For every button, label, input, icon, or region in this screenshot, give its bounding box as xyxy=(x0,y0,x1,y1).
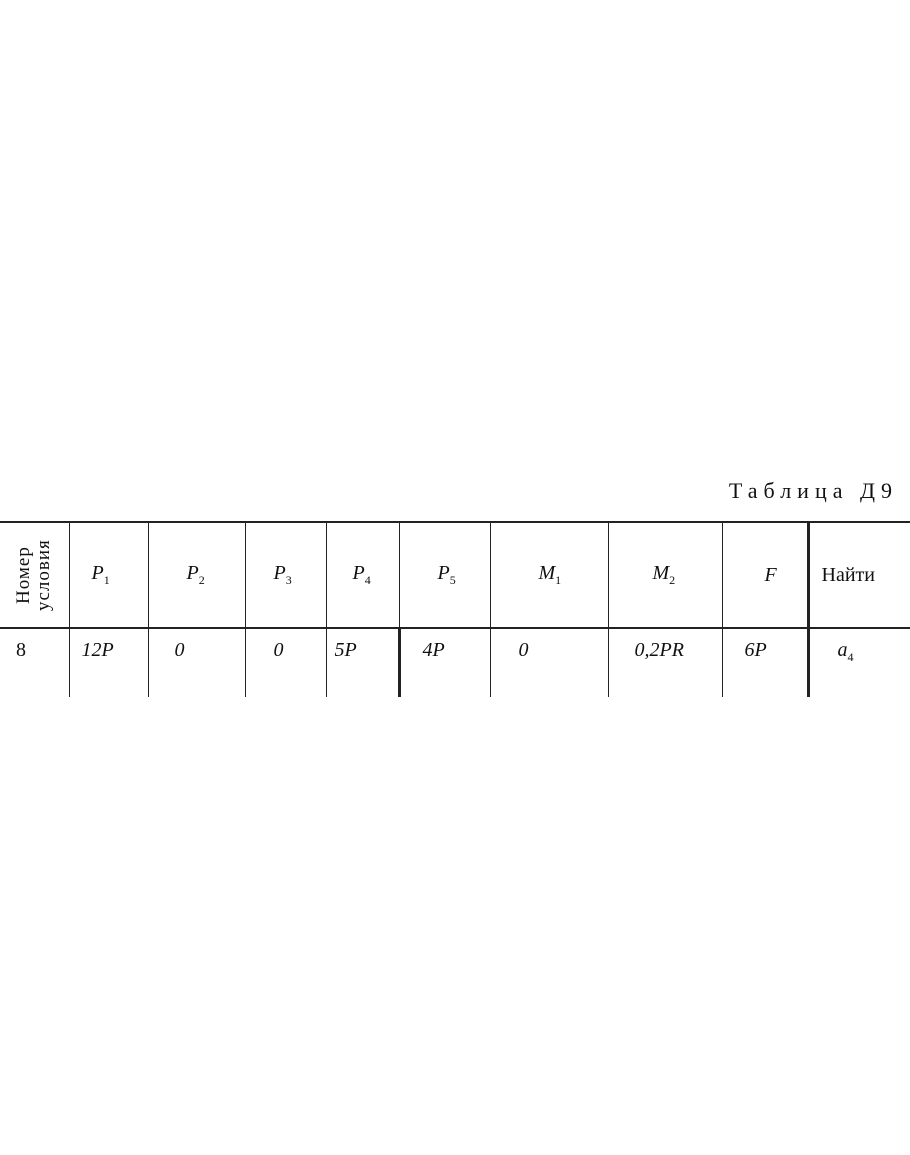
header-m2: M2 xyxy=(607,521,722,629)
header-sub: 5 xyxy=(449,573,456,587)
cell-find: a4 xyxy=(806,628,910,697)
cell-m1: 0 xyxy=(489,628,608,697)
cell-p4: 5P xyxy=(325,628,399,697)
header-condition-number: Номер условия xyxy=(0,521,69,629)
header-main: P xyxy=(91,562,104,584)
cell-value: 0 xyxy=(273,639,284,661)
header-main: M xyxy=(538,562,556,584)
cell-value: 0 xyxy=(174,639,185,661)
cell-value: 4P xyxy=(422,639,445,661)
cell-value: 6P xyxy=(744,639,767,661)
header-p5: P5 xyxy=(398,521,490,629)
header-sub: 2 xyxy=(669,573,676,587)
cell-m2: 0,2PR xyxy=(607,628,722,697)
header-sub: 4 xyxy=(364,573,371,587)
cell-f: 6P xyxy=(721,628,808,697)
header-line-1: Номер xyxy=(13,546,35,604)
cell-p5: 4P xyxy=(397,628,490,697)
cell-value: 0,2PR xyxy=(634,639,684,661)
header-main: P xyxy=(273,562,286,584)
header-main: M xyxy=(652,562,670,584)
cell-value: 0 xyxy=(518,639,529,661)
header-p1: P1 xyxy=(68,521,148,629)
header-main: P xyxy=(186,562,199,584)
header-p2: P2 xyxy=(147,521,245,629)
cell-value: a xyxy=(837,639,848,661)
header-line-2: условия xyxy=(33,539,55,611)
cell-p3: 0 xyxy=(244,628,326,697)
header-find: Найти xyxy=(806,521,910,629)
table-row: 8 12P 0 0 5P 4P 0 0,2PR 6P a4 xyxy=(0,628,910,697)
header-sub: 1 xyxy=(555,573,562,587)
header-f: F xyxy=(721,521,808,629)
header-p4: P4 xyxy=(325,521,399,629)
header-p3: P3 xyxy=(244,521,326,629)
cell-sub: 4 xyxy=(847,650,854,664)
header-sub: 3 xyxy=(285,573,292,587)
header-m1: M1 xyxy=(489,521,608,629)
cell-value: 12P xyxy=(81,639,114,661)
header-sub: 1 xyxy=(103,573,110,587)
cell-number: 8 xyxy=(16,639,26,661)
cell-p1: 12P xyxy=(68,628,148,697)
header-main: F xyxy=(764,563,777,586)
cell-value: 5P xyxy=(334,639,357,661)
header-sub: 2 xyxy=(198,573,205,587)
cell-p2: 0 xyxy=(147,628,245,697)
header-main: P xyxy=(437,562,450,584)
conditions-table: Номер условия P1 P2 P3 P4 P5 M1 M2 F Найт… xyxy=(0,521,910,697)
header-row: Номер условия P1 P2 P3 P4 P5 M1 M2 F Найт… xyxy=(0,521,910,629)
header-main: Найти xyxy=(821,563,875,586)
table-title: Таблица Д9 xyxy=(728,478,898,503)
header-main: P xyxy=(352,562,365,584)
